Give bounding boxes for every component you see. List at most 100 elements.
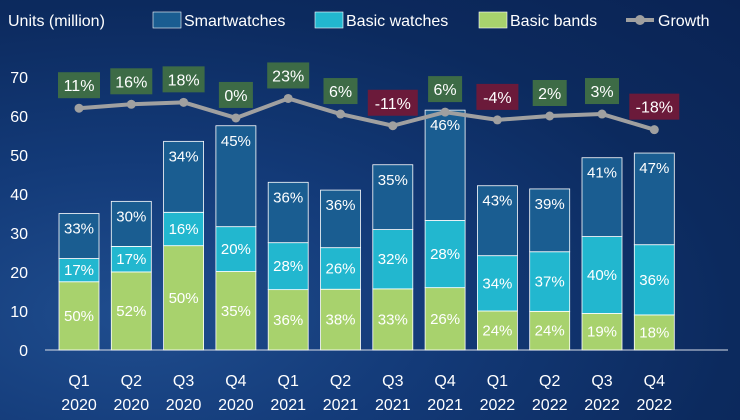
growth-point	[283, 93, 293, 103]
bar-segment-basic-watches	[110, 245, 152, 273]
bar-segment-basic-watches	[320, 247, 361, 290]
bar-segment-smartwatches	[320, 189, 361, 249]
bar-segment-basic-watches	[372, 229, 414, 290]
legend-swatch-smartwatches	[152, 11, 182, 29]
legend-marker-growth	[635, 15, 645, 25]
bar-label-basic-watches: 17%	[116, 251, 146, 268]
bar-label-basic-watches: 17%	[64, 262, 94, 279]
x-tick-year: 2020	[166, 397, 202, 414]
growth-label: 3%	[590, 84, 613, 101]
growth-label: 18%	[168, 72, 200, 89]
x-tick-quarter: Q4	[434, 373, 455, 390]
bar-label-smartwatches: 33%	[64, 221, 94, 238]
bar-segment-smartwatches	[58, 213, 100, 259]
bar-segment-basic-bands	[372, 288, 414, 351]
bar-label-basic-bands: 50%	[169, 290, 199, 307]
growth-label: -11%	[375, 96, 411, 113]
x-tick-quarter: Q1	[68, 373, 89, 390]
growth-label: 16%	[115, 74, 147, 91]
x-tick-quarter: Q4	[225, 373, 246, 390]
bar-segment-basic-bands	[633, 314, 675, 351]
growth-point	[649, 125, 659, 135]
bar-segment-smartwatches	[476, 185, 518, 257]
bar-segment-smartwatches	[529, 188, 571, 253]
legend-label-basic-watches: Basic watches	[346, 13, 448, 30]
bar-label-smartwatches: 41%	[587, 165, 617, 182]
bar-segment-basic-bands	[110, 271, 152, 351]
bar-label-basic-bands: 24%	[482, 322, 512, 339]
bar-segment-basic-bands	[163, 245, 205, 351]
growth-label: 6%	[434, 82, 457, 99]
growth-point	[440, 107, 450, 117]
y-tick-label: 0	[19, 343, 28, 360]
growth-labels: 11% 16% 18% 0% 23% 6% -11% 6% -4% 2% 3% -18%	[58, 62, 680, 120]
bar-label-basic-bands: 50%	[64, 308, 94, 325]
bar-segment-basic-watches	[581, 236, 623, 314]
growth-label: 23%	[272, 68, 304, 85]
growth-line	[78, 96, 655, 132]
y-tick-label: 50	[10, 148, 28, 165]
bar-label-basic-watches: 26%	[325, 260, 355, 277]
y-tick-label: 40	[10, 187, 28, 204]
legend-label-growth: Growth	[658, 13, 710, 30]
growth-point	[492, 115, 502, 125]
bars	[58, 109, 675, 351]
bar-label-basic-bands: 52%	[116, 303, 146, 320]
y-tick-label: 30	[10, 226, 28, 243]
growth-label: 2%	[538, 86, 561, 103]
growth-label: -4%	[483, 90, 511, 107]
bar-label-basic-watches: 34%	[482, 275, 512, 292]
bar-segment-smartwatches	[424, 109, 466, 221]
bar-segment-basic-bands	[320, 288, 361, 351]
legend-label-smartwatches: Smartwatches	[184, 13, 285, 30]
legend-label-basic-bands: Basic bands	[510, 13, 597, 30]
bar-segment-basic-bands	[424, 287, 466, 351]
bar-label-smartwatches: 36%	[273, 189, 303, 206]
growth-label: 11%	[64, 78, 95, 95]
y-tick-label: 10	[10, 304, 28, 321]
x-tick-year: 2021	[323, 397, 359, 414]
bar-label-smartwatches: 45%	[221, 133, 251, 150]
bar-segment-smartwatches	[372, 164, 414, 230]
y-tick-label: 60	[10, 109, 28, 126]
bar-label-basic-watches: 28%	[273, 258, 303, 275]
y-tick-label: 20	[10, 265, 28, 282]
bar-label-basic-bands: 19%	[587, 324, 617, 341]
bar-segment-smartwatches	[267, 181, 309, 244]
bar-segment-basic-bands	[476, 310, 518, 351]
bar-segment-basic-watches	[424, 220, 466, 289]
bar-segment-basic-watches	[633, 244, 675, 316]
x-tick-quarter: Q1	[278, 373, 299, 390]
x-tick-year: 2020	[114, 397, 150, 414]
bar-label-basic-watches: 32%	[378, 251, 408, 268]
bar-segment-smartwatches	[163, 140, 205, 213]
x-tick-year: 2021	[427, 397, 463, 414]
x-tick-quarter: Q3	[173, 373, 194, 390]
x-tick-quarter: Q2	[539, 373, 560, 390]
growth-label: 6%	[329, 84, 352, 101]
x-tick-year: 2020	[61, 397, 97, 414]
bar-label-smartwatches: 36%	[325, 197, 355, 214]
growth-point	[231, 113, 241, 123]
growth-label-box	[585, 78, 619, 105]
bar-segment-smartwatches	[110, 200, 152, 247]
legend-swatch-basic-watches	[314, 11, 344, 29]
bar-label-smartwatches: 30%	[116, 208, 146, 225]
legend-swatch-basic-bands	[478, 11, 508, 29]
bar-segment-smartwatches	[215, 125, 257, 228]
bar-label-smartwatches: 39%	[535, 196, 565, 213]
bar-label-basic-bands: 18%	[639, 324, 669, 341]
bar-segment-basic-watches	[476, 255, 518, 312]
x-tick-quarter: Q3	[382, 373, 403, 390]
x-tick-year: 2022	[637, 397, 673, 414]
bar-segment-smartwatches	[633, 152, 675, 246]
growth-label-box	[110, 68, 153, 95]
bar-label-basic-bands: 24%	[535, 323, 565, 340]
x-tick-year: 2022	[532, 397, 568, 414]
bar-segment-basic-watches	[215, 226, 257, 272]
x-tick-quarter: Q1	[487, 373, 508, 390]
growth-label: -18%	[636, 100, 673, 117]
x-tick-quarter: Q2	[330, 373, 351, 390]
segment-labels: 50% 17% 33% 52% 17% 30% 50% 16% 34% 35% 20% 45% 36% 2…	[64, 117, 669, 341]
x-tick-quarter: Q4	[644, 373, 665, 390]
